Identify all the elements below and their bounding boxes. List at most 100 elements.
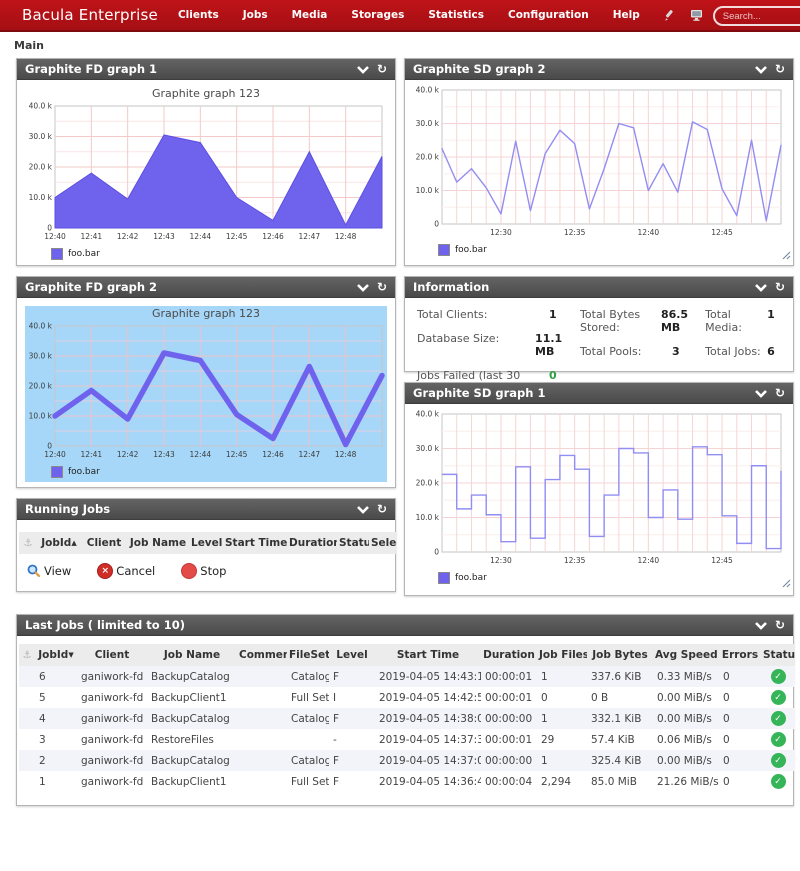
table-row[interactable]: 6 ganiwork-fd BackupCatalog Catalog F 2019-04… — [19, 666, 795, 687]
table-row[interactable]: 3 ganiwork-fd RestoreFiles - 2019-04-05 14:3… — [19, 729, 795, 750]
column-header-comment[interactable]: Comment — [237, 644, 287, 666]
tools-icon[interactable] — [663, 9, 675, 21]
stop-button-label: Stop — [200, 564, 227, 578]
svg-text:20.0 k: 20.0 k — [416, 153, 440, 162]
column-header-level[interactable]: Level — [189, 532, 223, 554]
refresh-icon[interactable]: ↻ — [774, 62, 785, 76]
view-button[interactable]: View — [27, 564, 71, 578]
column-header-job-files[interactable]: Job Files — [537, 644, 587, 666]
table-row[interactable]: 4 ganiwork-fd BackupCatalog Catalog F 2019-04… — [19, 708, 795, 729]
chart-legend: foo.bar — [51, 464, 387, 480]
menu-item-storages[interactable]: Storages — [351, 9, 405, 21]
svg-text:12:40: 12:40 — [44, 450, 66, 459]
refresh-icon[interactable]: ↻ — [774, 618, 785, 632]
column-header-start-time[interactable]: Start Time — [375, 644, 481, 666]
chevron-down-icon[interactable] — [754, 65, 768, 74]
menu-item-statistics[interactable]: Statistics — [428, 9, 484, 21]
sd2-chart-canvas: 0 10.0 k 20.0 k 30.0 k 40.0 k 12:30 12:35 12:40… — [416, 86, 782, 237]
table-row[interactable]: 2 ganiwork-fd BackupCatalog Catalog F 2019-04… — [19, 750, 795, 771]
menu-item-jobs[interactable]: Jobs — [242, 9, 268, 21]
sort-indicator: ▼ — [68, 651, 74, 659]
svg-text:12:45: 12:45 — [226, 450, 248, 459]
info-item: Database Size: 11.1 MB — [417, 332, 580, 358]
cell-jobid: 6 — [39, 670, 46, 683]
column-header-jobid[interactable]: JobId▲ — [37, 532, 81, 554]
cell-duration: 00:00:01 — [485, 733, 533, 746]
info-label: Total Pools: — [580, 345, 642, 358]
column-header-duration[interactable]: Duration — [481, 644, 537, 666]
breadcrumb[interactable]: Main — [14, 39, 44, 52]
column-header-fileset[interactable]: FileSet — [287, 644, 329, 666]
cell-errors: 0 — [723, 754, 730, 767]
table-row[interactable]: 5 ganiwork-fd BackupClient1 Full Set I 2019-0… — [19, 687, 795, 708]
column-header-job-name[interactable]: Job Name — [127, 532, 189, 554]
column-header-errors[interactable]: Errors — [719, 644, 761, 666]
column-header-job-bytes[interactable]: Job Bytes — [587, 644, 653, 666]
refresh-icon[interactable]: ↻ — [376, 62, 387, 76]
panel-graphite-sd-graph-1: Graphite SD graph 1 ↻ 0 10.0 k 20.0 k 30.0 … — [404, 382, 794, 596]
svg-text:20.0 k: 20.0 k — [29, 163, 53, 172]
brand-logo[interactable]: Bacula Enterprise — [22, 6, 158, 24]
column-header-select[interactable]: Select — [369, 532, 397, 554]
anchor-icon[interactable]: ⚓ — [19, 532, 37, 554]
cell-fileset: Full Set — [291, 691, 329, 704]
menu-item-media[interactable]: Media — [291, 9, 328, 21]
info-item: Total Media: 1 — [705, 308, 781, 334]
panel-graphite-fd-graph-2: Graphite FD graph 2 ↻ Graphite graph 123… — [16, 276, 396, 488]
cell-avg-speed: 0.00 MiB/s — [657, 691, 712, 704]
column-header-start-time[interactable]: Start Time — [223, 532, 287, 554]
column-header-job-name[interactable]: Job Name — [147, 644, 237, 666]
panel-header: Graphite FD graph 1 ↻ — [17, 59, 395, 80]
info-value: 1 — [549, 308, 557, 321]
menu-item-clients[interactable]: Clients — [177, 9, 219, 21]
refresh-icon[interactable]: ↻ — [376, 502, 387, 516]
cell-job-name: BackupClient1 — [151, 691, 227, 704]
info-value: 1 — [767, 308, 775, 321]
info-label: Database Size: — [417, 332, 500, 345]
chevron-down-icon[interactable] — [754, 621, 768, 630]
fd2-chart-canvas: 0 10.0 k 20.0 k 30.0 k 40.0 k 12:40 12:41 12:42… — [29, 322, 385, 459]
column-header-client[interactable]: Client — [81, 532, 127, 554]
column-header-client[interactable]: Client — [77, 644, 147, 666]
column-header-level[interactable]: Level — [329, 644, 375, 666]
cell-start-time: 2019-04-05 14:37:33 — [379, 733, 481, 746]
cell-job-bytes: 332.1 KiB — [591, 712, 642, 725]
stop-button[interactable]: Stop — [181, 563, 226, 579]
panel-body: Total Clients: 1 Database Size: 11.1 MB Jo… — [405, 298, 793, 405]
status-ok-icon: ✓ — [770, 711, 786, 726]
chevron-down-icon[interactable] — [356, 65, 370, 74]
magnifier-icon — [27, 564, 41, 578]
chevron-down-icon[interactable] — [754, 389, 768, 398]
resize-handle[interactable] — [781, 245, 791, 264]
info-item: Total Clients: 1 — [417, 308, 580, 321]
chevron-down-icon[interactable] — [356, 283, 370, 292]
panel-header: Graphite SD graph 2 ↻ — [405, 59, 793, 80]
search-input[interactable] — [712, 6, 800, 27]
resize-handle[interactable] — [781, 573, 791, 592]
legend-label: foo.bar — [68, 249, 100, 259]
panel-information: Information ↻ Total Clients: 1 Database S… — [404, 276, 794, 395]
cell-start-time: 2019-04-05 14:36:49 — [379, 775, 481, 788]
refresh-icon[interactable]: ↻ — [774, 386, 785, 400]
cell-job-bytes: 0 B — [591, 691, 609, 704]
cell-status: ✓ — [761, 687, 795, 708]
column-header-status[interactable]: Status — [761, 644, 795, 666]
chevron-down-icon[interactable] — [356, 505, 370, 514]
cell-start-time: 2019-04-05 14:38:01 — [379, 712, 481, 725]
info-label: Total Jobs: — [705, 345, 761, 358]
column-header-status[interactable]: Status — [337, 532, 369, 554]
column-header-duration[interactable]: Duration — [287, 532, 337, 554]
info-item: Total Pools: 3 — [580, 345, 705, 358]
table-row[interactable]: 1 ganiwork-fd BackupClient1 Full Set F 2019-0… — [19, 771, 795, 792]
chevron-down-icon[interactable] — [754, 283, 768, 292]
menu-item-help[interactable]: Help — [612, 9, 640, 21]
refresh-icon[interactable]: ↻ — [376, 280, 387, 294]
console-icon[interactable] — [690, 9, 703, 21]
column-header-avg-speed[interactable]: Avg Speed — [653, 644, 719, 666]
column-header-jobid[interactable]: JobId▼ — [35, 644, 77, 666]
cell-avg-speed: 0.33 MiB/s — [657, 670, 712, 683]
anchor-icon[interactable]: ⚓ — [19, 644, 35, 666]
cancel-button[interactable]: × Cancel — [97, 563, 155, 579]
menu-item-configuration[interactable]: Configuration — [507, 9, 589, 21]
refresh-icon[interactable]: ↻ — [774, 280, 785, 294]
